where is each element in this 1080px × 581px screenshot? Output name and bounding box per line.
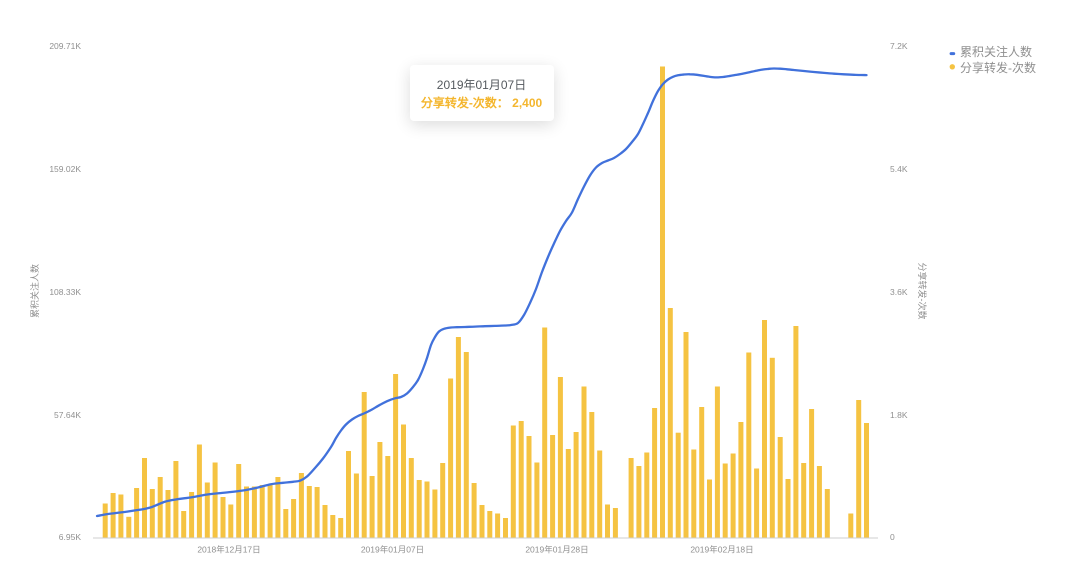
svg-text:6.95K: 6.95K xyxy=(59,532,82,542)
svg-text:2018年12月17日: 2018年12月17日 xyxy=(197,545,260,555)
svg-text:5.4K: 5.4K xyxy=(890,164,908,174)
svg-text:0: 0 xyxy=(890,532,895,542)
svg-text:累积关注人数: 累积关注人数 xyxy=(960,44,1032,59)
svg-text:2019年02月18日: 2019年02月18日 xyxy=(690,545,753,555)
svg-text:累积关注人数: 累积关注人数 xyxy=(29,264,40,318)
svg-text:分享转发-次数: 分享转发-次数 xyxy=(917,263,928,320)
svg-text:2019年01月28日: 2019年01月28日 xyxy=(525,545,588,555)
svg-text:7.2K: 7.2K xyxy=(890,41,908,51)
svg-text:209.71K: 209.71K xyxy=(49,41,81,51)
svg-text:57.64K: 57.64K xyxy=(54,410,81,420)
svg-text:159.02K: 159.02K xyxy=(49,164,81,174)
svg-text:2019年01月07日: 2019年01月07日 xyxy=(361,545,424,555)
svg-text:3.6K: 3.6K xyxy=(890,287,908,297)
svg-text:1.8K: 1.8K xyxy=(890,410,908,420)
svg-text:分享转发-次数: 分享转发-次数 xyxy=(960,60,1036,75)
svg-text:108.33K: 108.33K xyxy=(49,287,81,297)
